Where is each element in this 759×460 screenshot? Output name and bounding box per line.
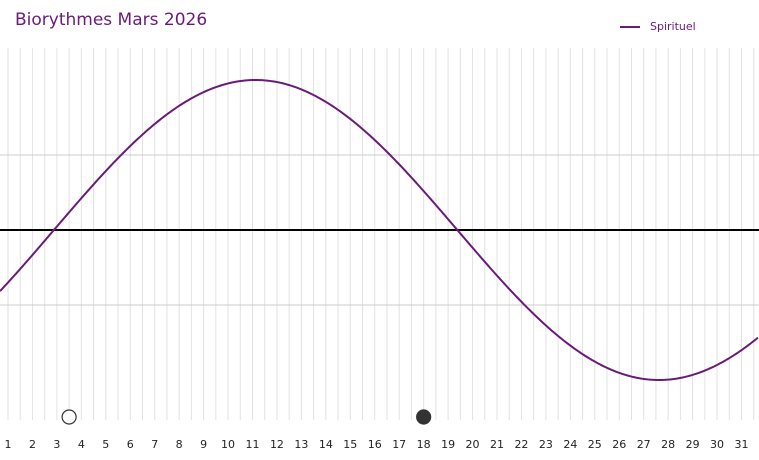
x-tick-label: 4 xyxy=(78,438,85,451)
x-tick-label: 25 xyxy=(588,438,602,451)
x-tick-label: 20 xyxy=(466,438,480,451)
x-tick-label: 12 xyxy=(270,438,284,451)
x-tick-label: 21 xyxy=(490,438,504,451)
x-tick-label: 15 xyxy=(343,438,357,451)
x-tick-label: 3 xyxy=(53,438,60,451)
x-tick-label: 5 xyxy=(102,438,109,451)
x-tick-label: 27 xyxy=(637,438,651,451)
x-tick-label: 16 xyxy=(368,438,382,451)
x-tick-label: 29 xyxy=(686,438,700,451)
x-tick-label: 7 xyxy=(151,438,158,451)
series-line-0 xyxy=(0,78,759,382)
x-tick-label: 13 xyxy=(294,438,308,451)
x-tick-label: 9 xyxy=(200,438,207,451)
x-tick-label: 31 xyxy=(735,438,749,451)
filled-circle-marker xyxy=(416,409,432,425)
x-tick-label: 26 xyxy=(612,438,626,451)
x-tick-label: 30 xyxy=(710,438,724,451)
x-tick-label: 1 xyxy=(5,438,12,451)
chart-title: Biorythmes Mars 2026 xyxy=(15,10,208,30)
legend-swatch-spirituel xyxy=(620,25,640,28)
x-tick-label: 8 xyxy=(176,438,183,451)
x-tick-label: 11 xyxy=(246,438,260,451)
x-tick-label: 24 xyxy=(563,438,577,451)
legend-label-spirituel: Spirituel xyxy=(650,20,696,33)
x-tick-label: 14 xyxy=(319,438,333,451)
x-tick-label: 17 xyxy=(392,438,406,451)
legend: Spirituel xyxy=(620,20,696,33)
x-tick-label: 28 xyxy=(661,438,675,451)
hollow-circle-marker xyxy=(61,409,77,425)
x-tick-label: 18 xyxy=(417,438,431,451)
x-tick-label: 19 xyxy=(441,438,455,451)
x-tick-label: 2 xyxy=(29,438,36,451)
x-tick-label: 23 xyxy=(539,438,553,451)
x-tick-label: 10 xyxy=(221,438,235,451)
x-tick-label: 22 xyxy=(514,438,528,451)
x-tick-label: 6 xyxy=(127,438,134,451)
